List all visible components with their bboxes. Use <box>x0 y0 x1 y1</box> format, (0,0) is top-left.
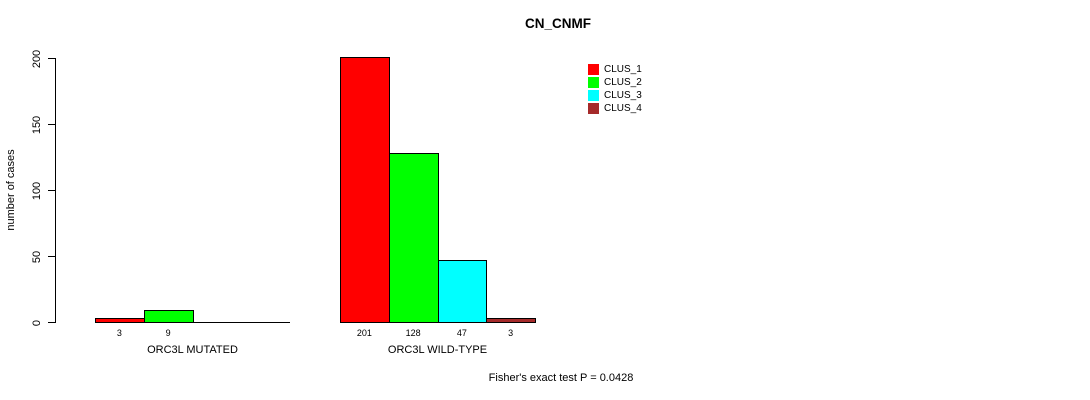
legend-swatch-clus_4 <box>588 103 599 114</box>
legend-label: CLUS_3 <box>604 90 642 101</box>
category-label: ORC3L WILD-TYPE <box>387 344 488 356</box>
bar-value-label: 9 <box>165 328 171 338</box>
y-tick-label: 150 <box>31 115 43 134</box>
y-tick-label: 100 <box>31 181 43 200</box>
bar-clus_1 <box>340 57 390 323</box>
legend-swatch-clus_2 <box>588 77 599 88</box>
bar-value-label: 47 <box>456 328 467 338</box>
fisher-test-annotation: Fisher's exact test P = 0.0428 <box>488 372 634 384</box>
legend-label: CLUS_1 <box>604 64 642 75</box>
legend-item: CLUS_2 <box>588 76 642 89</box>
legend-swatch-clus_1 <box>588 64 599 75</box>
chart-title: CN_CNMF <box>525 16 591 31</box>
bar-clus_1 <box>95 318 145 323</box>
bar-clus_2 <box>389 153 439 323</box>
category-label: ORC3L MUTATED <box>147 344 238 356</box>
bar-clus_3 <box>438 260 487 323</box>
bar-value-label: 128 <box>405 328 421 338</box>
y-tick-mark <box>48 58 55 59</box>
bar-value-label: 201 <box>356 328 372 338</box>
legend-item: CLUS_4 <box>588 102 642 115</box>
y-tick-mark <box>48 124 55 125</box>
y-tick-mark <box>48 322 55 323</box>
legend-item: CLUS_1 <box>588 63 642 76</box>
y-tick-label: 0 <box>31 319 43 326</box>
bar-value-label: 3 <box>508 328 514 338</box>
bar-clus_4 <box>486 318 536 323</box>
bar-clus_2 <box>144 310 194 323</box>
legend-item: CLUS_3 <box>588 89 642 102</box>
bar-value-label: 3 <box>116 328 122 338</box>
y-tick-label: 200 <box>31 49 43 68</box>
legend-label: CLUS_2 <box>604 77 642 88</box>
y-tick-mark <box>48 256 55 257</box>
legend: CLUS_1 CLUS_2 CLUS_3 CLUS_4 <box>588 63 642 115</box>
legend-swatch-clus_3 <box>588 90 599 101</box>
y-tick-mark <box>48 190 55 191</box>
y-axis-title: number of cases <box>5 149 17 231</box>
y-axis-line <box>55 57 56 323</box>
legend-label: CLUS_4 <box>604 103 642 114</box>
y-tick-label: 50 <box>31 250 43 263</box>
